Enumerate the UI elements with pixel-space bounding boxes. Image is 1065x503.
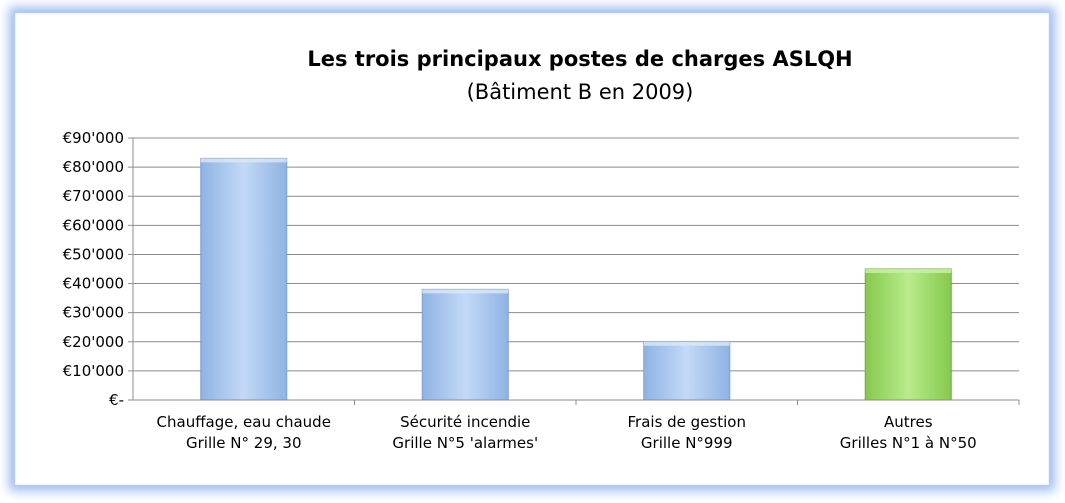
bars	[200, 157, 952, 401]
bar	[200, 157, 288, 401]
y-tick-label: €80'000	[63, 158, 124, 176]
chart-title: Les trois principaux postes de charges A…	[307, 47, 852, 71]
y-tick-label: €60'000	[63, 216, 124, 234]
y-tick-label: €10'000	[63, 362, 124, 380]
y-tick-label: €90'000	[63, 129, 124, 147]
chart-frame: Les trois principaux postes de charges A…	[14, 12, 1050, 486]
x-tick-label: Grille N° 29, 30	[186, 434, 302, 452]
y-tick-label: €30'000	[63, 304, 124, 322]
x-axis: Chauffage, eau chaude Grille N° 29, 30 Séc…	[133, 399, 1020, 452]
x-tick-label: Chauffage, eau chaude	[157, 413, 331, 431]
y-tick-label: €70'000	[63, 187, 124, 205]
bar-highlight	[422, 289, 509, 294]
bar-highlight	[643, 341, 730, 346]
x-tick-label: Sécurité incendie	[400, 413, 530, 431]
y-tick-label: €-	[109, 391, 124, 409]
x-tick-label: Grille N°999	[641, 434, 733, 452]
bar	[864, 268, 952, 401]
x-tick-label: Grilles N°1 à N°50	[840, 434, 977, 452]
bar-highlight	[200, 158, 287, 163]
y-tick-label: €20'000	[63, 333, 124, 351]
chart-subtitle: (Bâtiment B en 2009)	[467, 80, 694, 104]
y-axis: €- €10'000 €20'000 €30'000 €40'000 €50'000 €60…	[63, 129, 134, 409]
y-tick-label: €50'000	[63, 245, 124, 263]
x-tick-label: Autres	[884, 413, 933, 431]
y-tick-label: €40'000	[63, 275, 124, 293]
bar-highlight	[865, 269, 952, 273]
x-tick-label: Frais de gestion	[628, 413, 746, 431]
bar	[643, 341, 731, 401]
bar-chart: Les trois principaux postes de charges A…	[63, 47, 1020, 452]
bar	[421, 288, 509, 401]
x-tick-label: Grille N°5 'alarmes'	[392, 434, 538, 452]
